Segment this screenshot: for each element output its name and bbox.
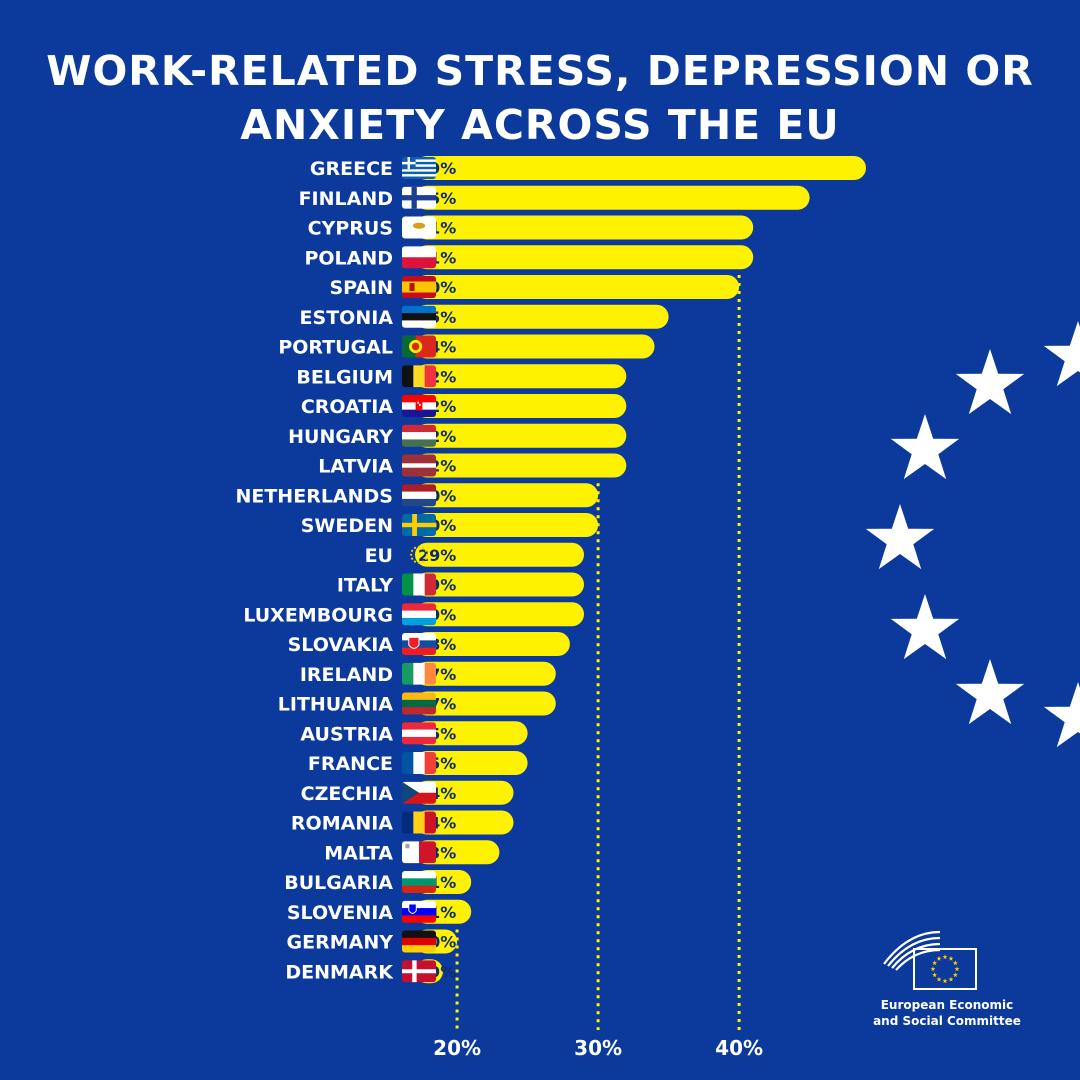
italy-flag-icon	[402, 573, 436, 596]
eesc-logo-icon	[883, 930, 977, 990]
slovakia-flag-icon	[402, 633, 436, 655]
axis-ticks: 20% 30% 40%	[433, 1036, 763, 1060]
bar	[415, 185, 810, 210]
country-label: ROMANIA	[291, 813, 393, 835]
bar	[415, 602, 584, 627]
eesc-logo-text: European Economic and Social Committee	[862, 997, 1032, 1029]
ireland-flag-icon	[402, 662, 436, 685]
germany-flag-icon	[402, 930, 436, 953]
bar	[415, 334, 655, 359]
title-line-1: WORK-RELATED STRESS, DEPRESSION OR	[46, 47, 1034, 95]
country-label: SLOVAKIA	[288, 634, 394, 656]
latvia-flag-icon	[402, 454, 436, 477]
tick-label: 20%	[433, 1036, 481, 1060]
country-label: EU	[365, 545, 393, 567]
title-line-2: ANXIETY ACROSS THE EU	[240, 101, 840, 149]
malta-flag-icon	[402, 841, 436, 864]
country-label: ESTONIA	[300, 307, 394, 329]
bar	[415, 483, 599, 508]
country-label: LUXEMBOURG	[243, 604, 393, 626]
tick-label: 40%	[715, 1036, 763, 1060]
portugal-flag-icon	[402, 335, 436, 358]
country-label: SWEDEN	[301, 515, 393, 537]
logo-line-1: European Economic	[880, 998, 1014, 1012]
bar	[415, 840, 500, 865]
bar	[415, 364, 627, 389]
bulgaria-flag-icon	[402, 871, 436, 893]
chart-title: WORK-RELATED STRESS, DEPRESSION OR ANXIE…	[0, 44, 1080, 152]
country-label: MALTA	[324, 842, 393, 864]
bar	[415, 453, 627, 478]
bar	[415, 751, 528, 775]
bar	[415, 394, 627, 418]
tick-label: 30%	[574, 1036, 622, 1060]
luxembourg-flag-icon	[402, 603, 436, 626]
bar-rows: 49%GREECE45%FINLAND41%CYPRUS41%POLAND40%…	[235, 156, 866, 984]
belgium-flag-icon	[402, 365, 436, 388]
bar	[415, 423, 627, 448]
bar	[415, 275, 740, 299]
country-label: FINLAND	[299, 188, 393, 210]
bar	[415, 245, 754, 270]
bar	[415, 810, 514, 835]
france-flag-icon	[402, 752, 436, 774]
bar	[415, 572, 584, 597]
eu-stars-arc-icon	[865, 321, 1080, 748]
greece-flag-icon	[402, 157, 436, 179]
estonia-flag-icon	[402, 305, 436, 328]
country-label: BELGIUM	[296, 366, 393, 388]
croatia-flag-icon	[402, 395, 436, 417]
sweden-flag-icon	[402, 514, 436, 536]
country-label: CROATIA	[301, 396, 393, 418]
eu-flag-icon	[410, 545, 428, 564]
country-label: LATVIA	[318, 456, 393, 478]
country-label: BULGARIA	[284, 872, 393, 894]
country-label: FRANCE	[308, 753, 393, 775]
bar	[415, 513, 599, 537]
bar	[415, 156, 866, 180]
bar	[415, 691, 556, 716]
country-label: DENMARK	[285, 961, 394, 983]
country-label: AUSTRIA	[300, 723, 393, 745]
country-label: SPAIN	[329, 277, 393, 299]
country-label: PORTUGAL	[278, 337, 393, 359]
country-label: CZECHIA	[301, 783, 394, 805]
hungary-flag-icon	[402, 424, 436, 447]
country-label: ITALY	[337, 575, 393, 597]
country-label: GERMANY	[287, 932, 394, 954]
bar	[415, 304, 669, 329]
slovenia-flag-icon	[402, 900, 436, 923]
bar	[415, 632, 570, 656]
data-label: 29%	[418, 546, 456, 565]
country-label: HUNGARY	[288, 426, 393, 448]
country-label: LITHUANIA	[278, 694, 394, 716]
cyprus-flag-icon	[402, 216, 436, 239]
bar	[415, 542, 584, 567]
bar	[415, 661, 556, 686]
logo-line-2: and Social Committee	[873, 1014, 1021, 1028]
czechia-flag-icon	[402, 781, 436, 804]
finland-flag-icon	[402, 186, 436, 209]
denmark-flag-icon	[402, 960, 436, 983]
lithuania-flag-icon	[402, 692, 436, 715]
bar	[415, 721, 528, 746]
country-label: NETHERLANDS	[235, 485, 393, 507]
country-label: GREECE	[310, 158, 393, 180]
country-label: IRELAND	[300, 664, 393, 686]
austria-flag-icon	[402, 722, 436, 745]
netherlands-flag-icon	[402, 484, 436, 507]
reference-lines	[455, 275, 741, 1030]
bar	[415, 780, 514, 805]
romania-flag-icon	[402, 811, 436, 834]
country-label: SLOVENIA	[287, 902, 393, 924]
bar	[415, 215, 754, 240]
poland-flag-icon	[402, 246, 436, 269]
spain-flag-icon	[402, 276, 436, 298]
country-label: CYPRUS	[308, 218, 393, 240]
country-label: POLAND	[304, 247, 393, 269]
